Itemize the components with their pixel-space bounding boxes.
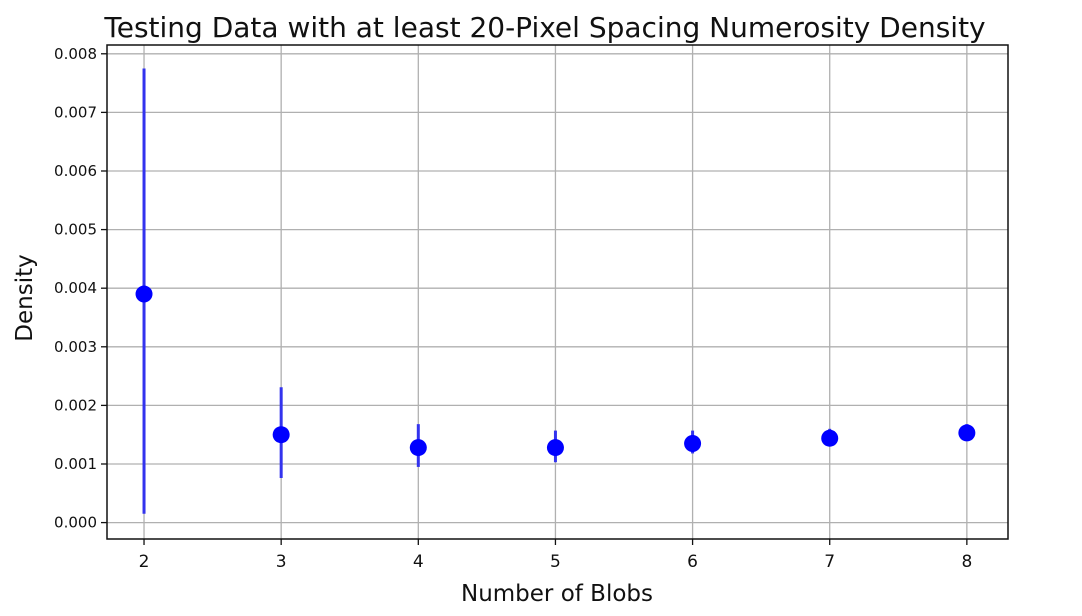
data-point — [684, 434, 702, 452]
point-layer — [135, 285, 976, 457]
x-axis-label: Number of Blobs — [461, 581, 653, 607]
data-point — [958, 424, 976, 442]
data-point — [272, 426, 290, 444]
y-tick-label: 0.008 — [54, 45, 97, 63]
data-point — [546, 439, 564, 457]
x-axis-ticks: 2 3 4 5 6 7 8 — [139, 539, 972, 572]
chart-title: Testing Data with at least 20-Pixel Spac… — [103, 11, 985, 44]
y-tick-label: 0.007 — [54, 103, 97, 121]
plot-frame — [106, 44, 1009, 540]
y-tick-label: 0.000 — [54, 514, 97, 532]
data-point — [821, 429, 839, 447]
x-tick-label: 3 — [276, 552, 287, 572]
y-axis-ticks: 0.000 0.001 0.002 0.003 0.004 0.005 0.006 0.007… — [54, 45, 107, 532]
x-tick-label: 6 — [687, 552, 698, 572]
x-tick-label: 2 — [139, 552, 150, 572]
x-tick-label: 7 — [824, 552, 835, 572]
x-tick-label: 5 — [550, 552, 561, 572]
y-tick-label: 0.004 — [54, 279, 97, 297]
x-tick-label: 4 — [413, 552, 424, 572]
x-tick-label: 8 — [961, 552, 972, 572]
y-tick-label: 0.005 — [54, 221, 97, 239]
data-point — [135, 285, 153, 303]
y-tick-label: 0.003 — [54, 338, 97, 356]
y-tick-label: 0.002 — [54, 396, 97, 414]
y-tick-label: 0.006 — [54, 162, 97, 180]
y-tick-label: 0.001 — [54, 455, 97, 473]
y-axis-label: Density — [12, 254, 38, 341]
data-point — [409, 439, 427, 457]
